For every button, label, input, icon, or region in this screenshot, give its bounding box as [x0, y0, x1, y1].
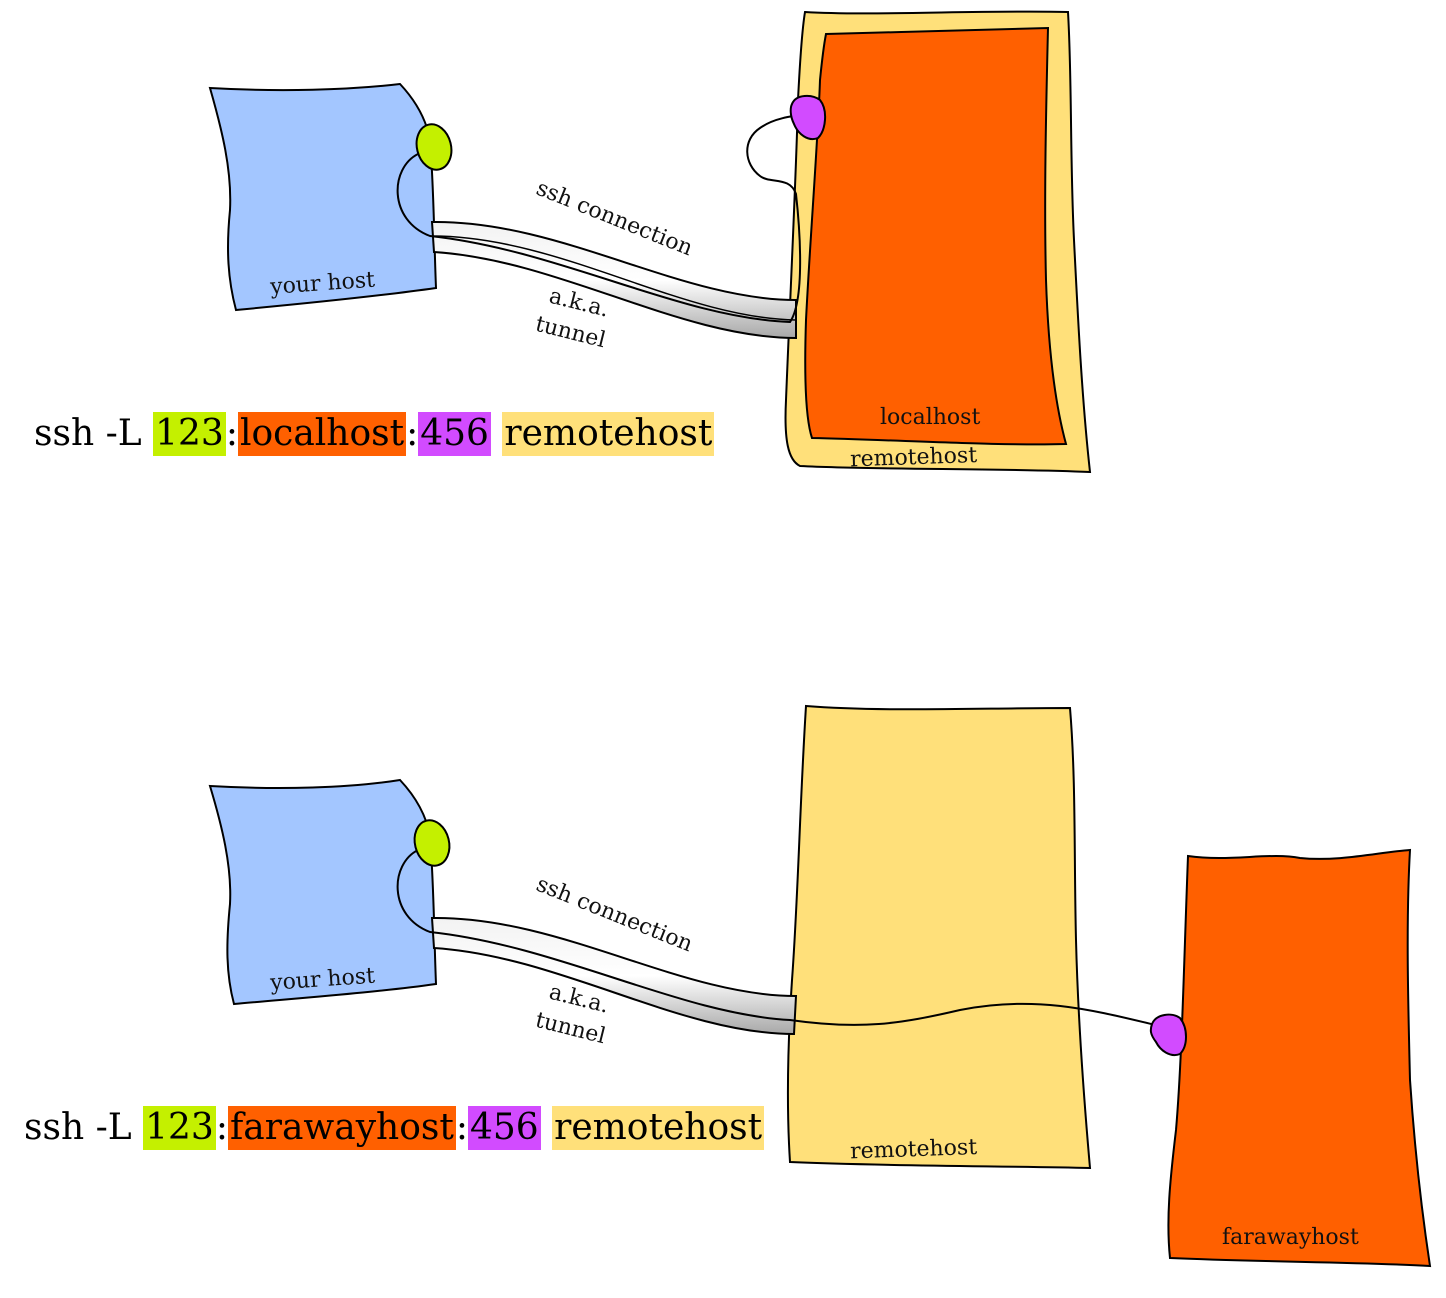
farawayhost-box [1167, 848, 1432, 1268]
remote-port-highlight: 456 [467, 1106, 541, 1150]
tunnel-tube [430, 916, 798, 1036]
your-host-box [208, 778, 438, 1006]
your-host-box [208, 82, 438, 312]
forward-wire [396, 110, 810, 324]
remote-port-highlight: 456 [418, 412, 491, 456]
farawayhost-label: farawayhost [1222, 1225, 1359, 1250]
target-host-highlight: farawayhost [227, 1106, 456, 1150]
remote-port-icon [789, 94, 826, 140]
localhost-box [804, 26, 1068, 446]
command-prefix: ssh -L [34, 413, 142, 454]
remotehost-label: remotehost [850, 443, 978, 472]
local-port-highlight: 123 [143, 1106, 216, 1150]
separator: : [406, 413, 419, 454]
top-diagram: your host ssh connection a.k.a. tunnel l… [208, 10, 1092, 474]
localhost-label: localhost [880, 405, 980, 430]
top-ssh-command: ssh -L 123:localhost:456 remotehost [34, 412, 715, 456]
remote-port-icon [1149, 1013, 1187, 1056]
forward-wire [396, 849, 1170, 1031]
local-port-highlight: 123 [153, 412, 226, 456]
remote-host-highlight: remotehost [502, 412, 715, 456]
remotehost-box [786, 704, 1092, 1170]
remotehost-label: remotehost [850, 1135, 978, 1164]
local-port-icon [415, 123, 453, 171]
remote-host-highlight: remotehost [552, 1106, 765, 1150]
separator: : [225, 413, 238, 454]
bottom-diagram: your host ssh connection a.k.a. tunnel r… [208, 704, 1432, 1268]
command-prefix: ssh -L [24, 1107, 132, 1148]
bottom-ssh-command: ssh -L 123:farawayhost:456 remotehost [24, 1106, 765, 1150]
local-port-icon [413, 819, 451, 867]
separator: : [215, 1107, 228, 1148]
separator: : [455, 1107, 468, 1148]
target-host-highlight: localhost [237, 412, 407, 456]
tunnel-tube [430, 220, 797, 340]
